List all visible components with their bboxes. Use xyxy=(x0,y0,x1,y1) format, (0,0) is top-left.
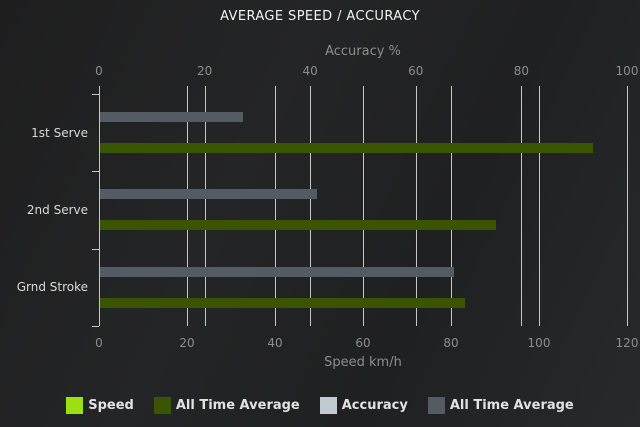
top-axis-tick-label: 40 xyxy=(302,64,318,78)
top-axis-tick-label: 80 xyxy=(513,64,530,78)
top-axis-tick-label: 0 xyxy=(95,64,103,78)
legend-swatch-top-accuracy xyxy=(319,397,337,414)
chart-legend: Speed All Time Average Accuracy All Time Av… xyxy=(0,397,640,414)
bottom-axis-tick-label: 120 xyxy=(615,336,639,350)
bottom-axis-tick-label: 0 xyxy=(95,336,103,350)
bar-bottom-all-time-average-grnd-stroke xyxy=(100,297,466,308)
bar-top-all-time-average-1st-serve xyxy=(100,112,243,122)
legend-swatch-bottom-all-time-average xyxy=(153,397,171,414)
bottom-axis-tick-label: 80 xyxy=(443,336,459,350)
bottom-axis-gridline xyxy=(275,86,276,326)
bar-top-all-time-average-2nd-serve xyxy=(100,189,317,200)
bottom-axis-tick-label: 100 xyxy=(527,336,551,350)
legend-label: All Time Average xyxy=(449,398,574,413)
legend-label: Accuracy xyxy=(341,398,408,413)
top-axis-tick-label: 20 xyxy=(196,64,213,78)
y-axis-line xyxy=(99,94,100,326)
category-label-grnd-stroke: Grnd Stroke xyxy=(16,280,88,295)
top-axis-tick-label: 100 xyxy=(615,64,639,78)
legend-item-bottom-all-time-average: All Time Average xyxy=(153,397,300,414)
bottom-axis-tick-label: 20 xyxy=(179,336,195,350)
bottom-axis-gridline xyxy=(187,86,188,326)
legend-swatch-bottom-speed xyxy=(66,397,84,414)
bottom-axis-tick-label: 40 xyxy=(267,336,283,350)
legend-item-top-all-time-average: All Time Average xyxy=(427,397,574,414)
bar-bottom-all-time-average-1st-serve xyxy=(100,143,593,153)
bottom-axis-gridline xyxy=(451,86,452,326)
bottom-axis-gridline xyxy=(363,86,364,326)
bottom-axis-tick-label: 60 xyxy=(355,336,371,350)
top-axis-gridline xyxy=(204,86,206,326)
top-axis-tick-label: 60 xyxy=(408,64,424,78)
legend-swatch-top-all-time-average xyxy=(427,397,445,414)
bar-top-all-time-average-grnd-stroke xyxy=(100,266,454,277)
bottom-axis-gridline xyxy=(539,86,540,326)
y-axis-tick xyxy=(92,248,99,250)
legend-label: Speed xyxy=(88,398,134,413)
bottom-axis-title: Speed km/h xyxy=(324,355,402,370)
top-axis-gridline xyxy=(310,86,312,326)
chart-title: AVERAGE SPEED / ACCURACY xyxy=(220,9,420,24)
top-axis-title: Accuracy % xyxy=(325,44,401,59)
legend-item-top-accuracy: Accuracy xyxy=(319,397,408,414)
legend-item-bottom-speed: Speed xyxy=(66,397,134,414)
top-axis-gridline xyxy=(415,86,417,326)
y-axis-tick xyxy=(92,171,99,173)
y-axis-tick xyxy=(92,94,99,95)
y-axis-tick xyxy=(92,326,99,327)
category-label-2nd-serve: 2nd Serve xyxy=(26,203,88,217)
legend-label: All Time Average xyxy=(175,398,300,413)
bottom-axis-gridline xyxy=(627,86,628,326)
top-axis-gridline xyxy=(521,86,523,326)
bar-bottom-all-time-average-2nd-serve xyxy=(100,220,496,231)
category-label-1st-serve: 1st Serve xyxy=(31,125,88,140)
